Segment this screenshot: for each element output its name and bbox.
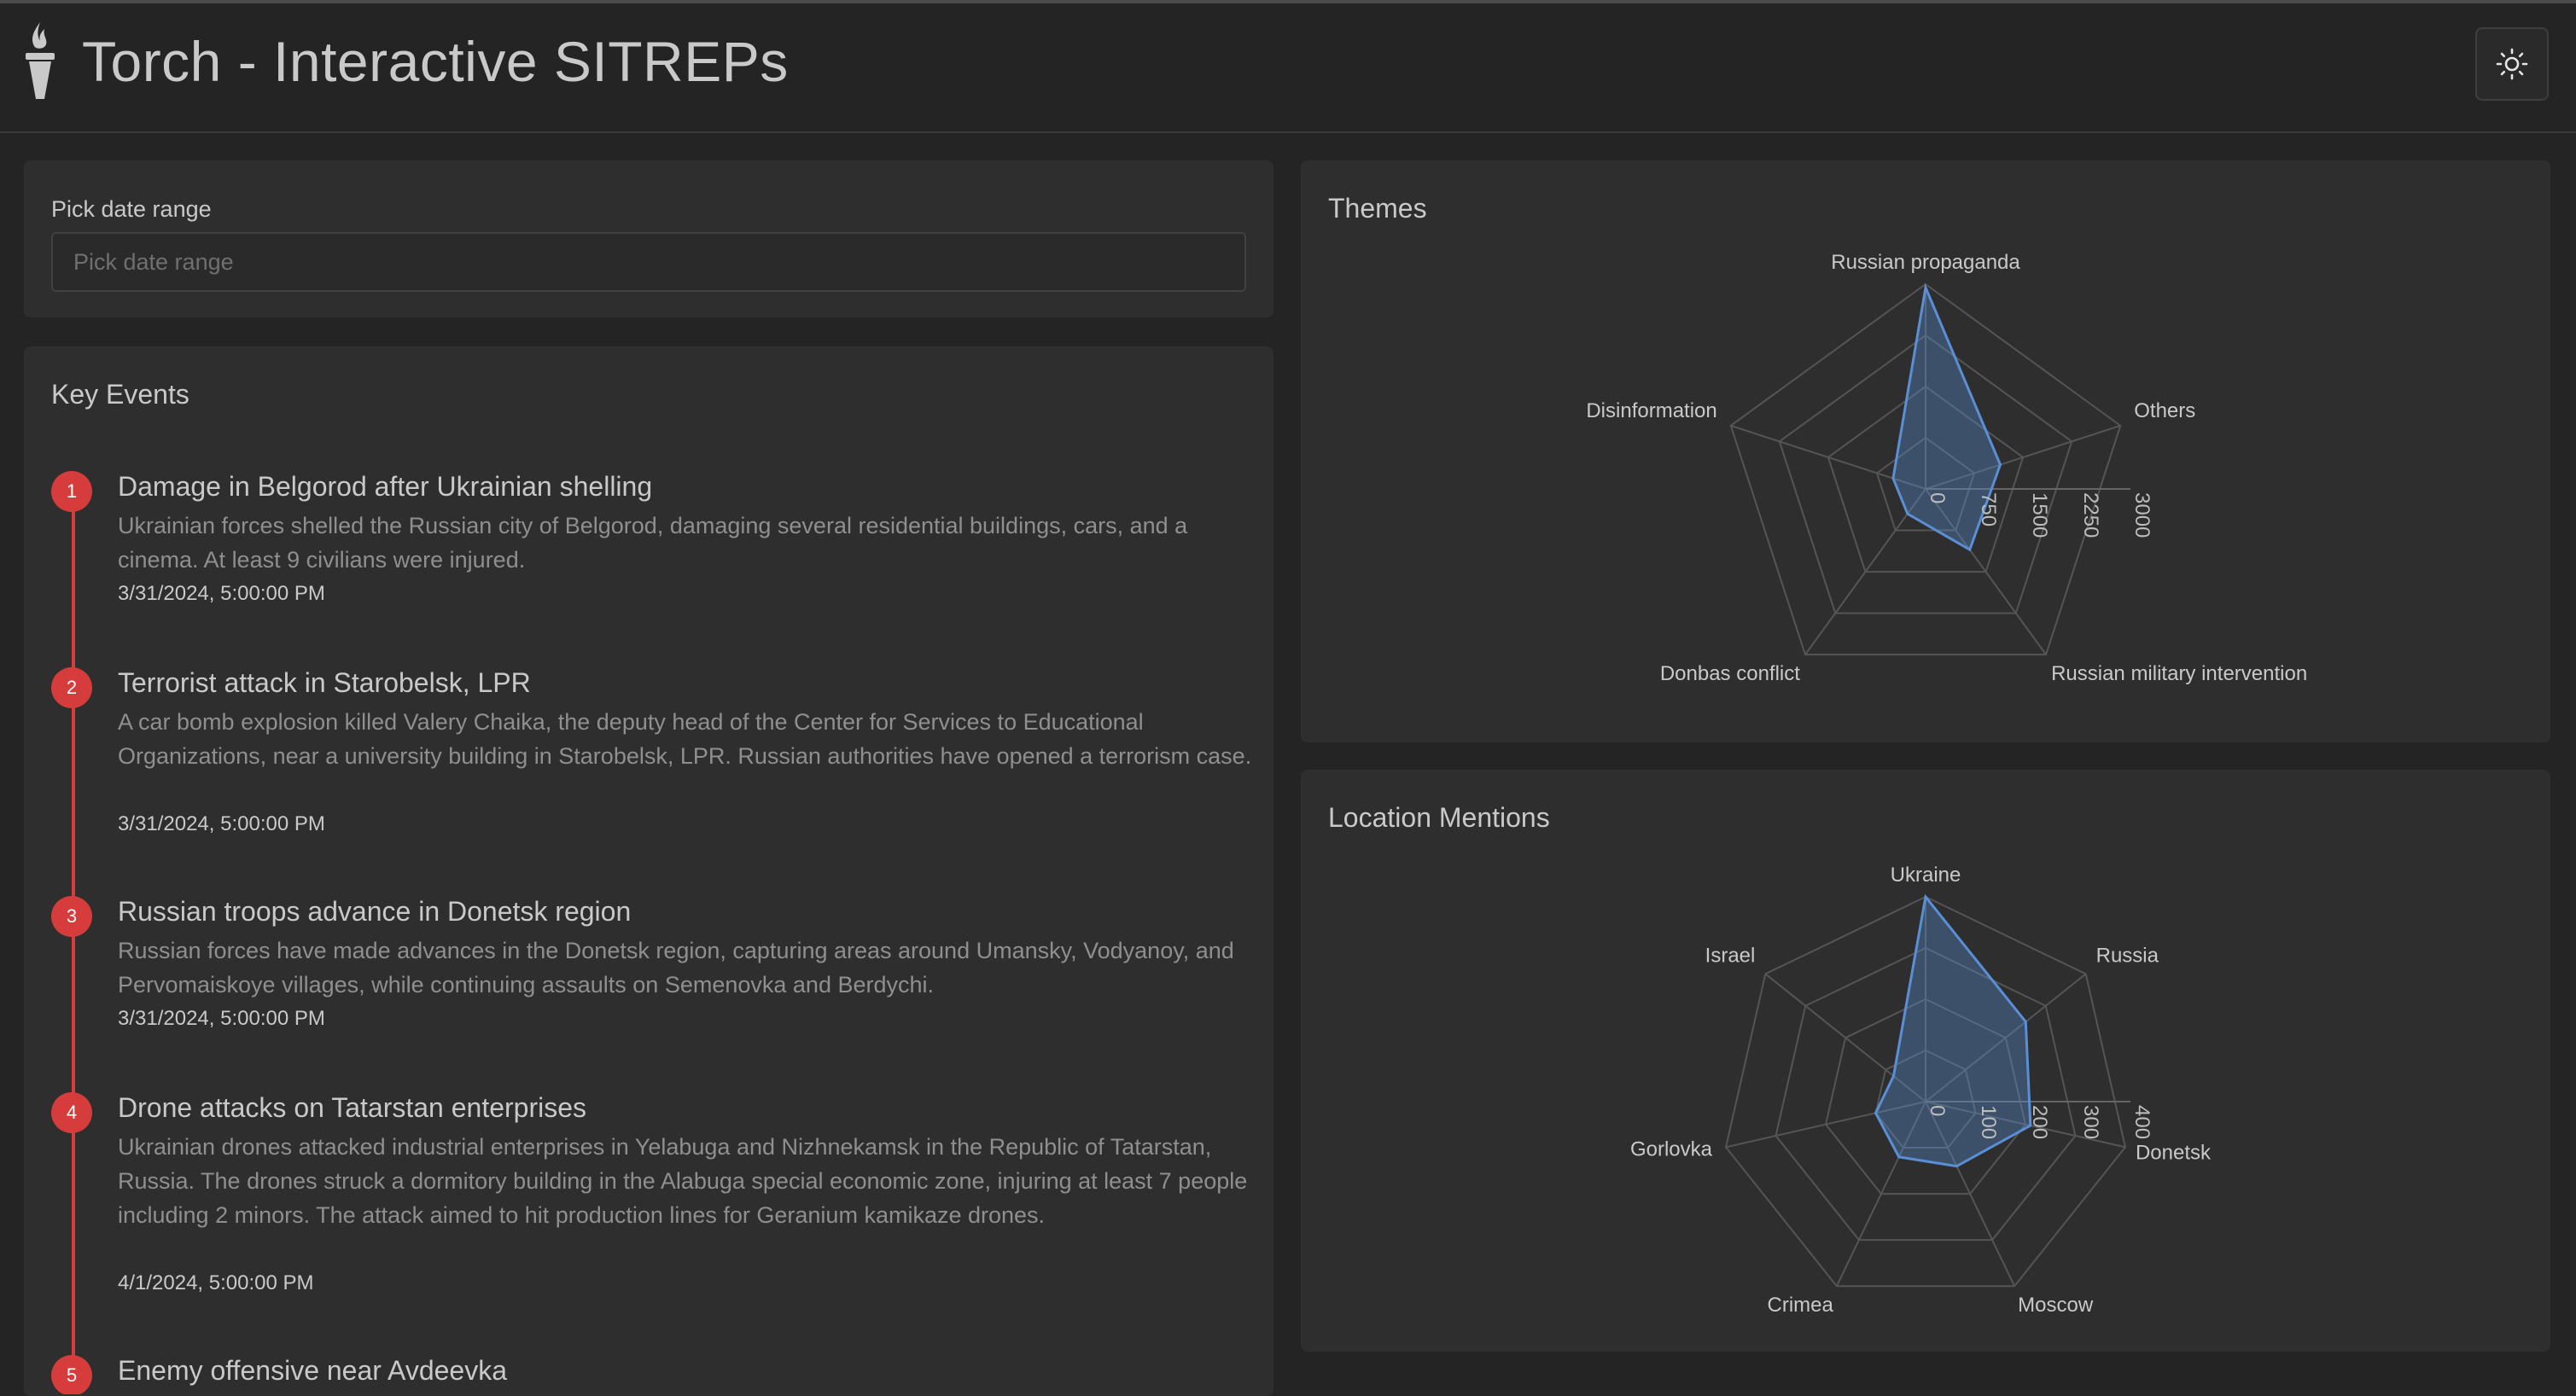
radar-spoke — [1725, 1101, 1926, 1149]
radar-category-label: Ukraine — [1891, 864, 1961, 887]
radar-grid-ring — [1874, 1049, 1977, 1149]
timeline-line — [72, 493, 75, 1394]
event-number-badge: 5 — [51, 1355, 92, 1394]
radar-spoke — [1835, 1101, 1926, 1287]
radar-tick-label: 300 — [2079, 1105, 2102, 1139]
radar-category-label: Russia — [2096, 944, 2159, 967]
themes-title: Themes — [1328, 193, 1427, 224]
event-number-badge: 1 — [51, 471, 92, 512]
radar-category-label: Crimea — [1768, 1294, 1834, 1317]
radar-tick-label: 3000 — [2130, 492, 2153, 538]
radar-grid-ring — [1778, 334, 2073, 614]
event-timestamp: 3/31/2024, 5:00:00 PM — [118, 1007, 325, 1030]
date-range-input[interactable] — [51, 232, 1246, 292]
event-title: Enemy offensive near Avdeevka — [118, 1355, 507, 1386]
radar-spoke — [1764, 973, 1926, 1102]
radar-tick-label: 400 — [2130, 1105, 2153, 1139]
radar-tick-label: 100 — [1977, 1105, 2000, 1139]
radar-grid-ring — [1775, 946, 2077, 1242]
event-description: Ukrainian forces shelled the Russian cit… — [118, 513, 1188, 573]
themes-card: Themes 0 750 1500 2250 3000 Russian propagand… — [1301, 160, 2550, 742]
radar-tick-label: 1500 — [2028, 492, 2051, 538]
radar-tick-label: 200 — [2028, 1105, 2051, 1139]
event-title: Russian troops advance in Donetsk region — [118, 896, 632, 927]
radar-category-label: Israel — [1705, 944, 1756, 967]
event-description: Ukrainian drones attacked industrial ent… — [118, 1134, 1248, 1228]
event-description: A car bomb explosion killed Valery Chaik… — [118, 709, 1252, 769]
radar-grid-ring — [1875, 436, 1976, 532]
radar-category-label: Russian military intervention — [2051, 662, 2307, 685]
event-number-badge: 4 — [51, 1092, 92, 1133]
radar-spoke — [1925, 1101, 2126, 1149]
event-timestamp: 3/31/2024, 5:00:00 PM — [118, 812, 325, 835]
torch-icon — [26, 22, 55, 99]
event-title: Damage in Belgorod after Ukrainian shell… — [118, 471, 653, 502]
key-events-title: Key Events — [51, 379, 189, 410]
radar-spoke — [1925, 424, 2121, 490]
event-description: Russian forces have made advances in the… — [118, 938, 1234, 998]
radar-category-label: Moscow — [2018, 1294, 2094, 1317]
event-number-badge: 2 — [51, 667, 92, 708]
app-header: Torch - Interactive SITREPs — [0, 3, 2576, 133]
event-timestamp: 3/31/2024, 5:00:00 PM — [118, 582, 325, 605]
radar-tick-label: 750 — [1977, 492, 2000, 526]
radar-category-label: Gorlovka — [1630, 1137, 1713, 1160]
radar-category-label: Donetsk — [2136, 1141, 2212, 1164]
radar-grid-ring — [1724, 895, 2127, 1288]
app-title: Torch - Interactive SITREPs — [82, 30, 789, 93]
radar-spoke — [1925, 973, 2087, 1102]
sun-icon — [2496, 48, 2528, 80]
radar-category-label: Donbas conflict — [1660, 662, 1800, 685]
radar-category-label: Others — [2134, 399, 2195, 422]
event-title: Terrorist attack in Starobelsk, LPR — [118, 667, 531, 698]
radar-tick-label: 2250 — [2079, 492, 2102, 538]
date-range-card: Pick date range — [24, 160, 1273, 317]
radar-spoke — [1925, 1101, 2016, 1287]
top-border — [0, 0, 2576, 3]
locations-radar-chart: 0 100 200 300 400 Ukraine Russia Donetsk Moscow C… — [1630, 864, 2212, 1317]
radar-data-series — [1874, 893, 2032, 1168]
date-range-label: Pick date range — [51, 196, 212, 222]
event-title: Drone attacks on Tatarstan enterprises — [118, 1092, 587, 1123]
location-mentions-card: Location Mentions 0 100 200 300 400 Ukraine Ru… — [1301, 770, 2550, 1352]
theme-toggle-button[interactable] — [2475, 27, 2549, 101]
key-events-card: Key Events 1 Damage in Belgorod after Uk… — [24, 346, 1273, 1396]
radar-spoke — [1925, 488, 2047, 655]
radar-grid-ring — [1827, 385, 2025, 573]
radar-category-label: Disinformation — [1586, 399, 1716, 422]
radar-data-series — [1891, 282, 2002, 552]
radar-grid-ring — [1729, 282, 2122, 656]
event-number-badge: 3 — [51, 896, 92, 937]
radar-category-label: Russian propaganda — [1831, 251, 2020, 274]
themes-radar-chart: 0 750 1500 2250 3000 Russian propaganda Others… — [1586, 251, 2307, 685]
radar-spoke — [1804, 488, 1926, 655]
radar-tick-label: 0 — [1926, 492, 1949, 503]
location-mentions-title: Location Mentions — [1328, 802, 1550, 833]
radar-grid-ring — [1824, 998, 2027, 1195]
event-timestamp: 4/1/2024, 5:00:00 PM — [118, 1271, 314, 1294]
radar-tick-label: 0 — [1926, 1105, 1949, 1116]
